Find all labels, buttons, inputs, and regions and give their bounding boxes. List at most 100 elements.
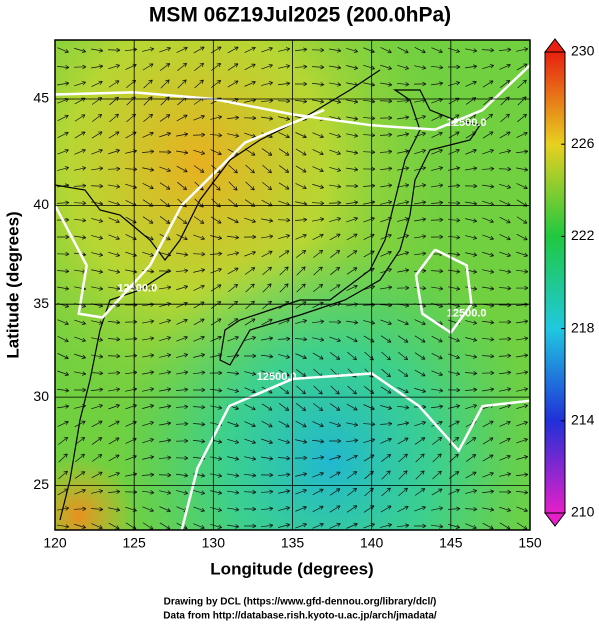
streamline-arrow	[380, 82, 393, 87]
streamline-arrow	[58, 453, 68, 463]
streamline-arrow	[209, 370, 223, 376]
streamline-arrow	[57, 148, 69, 155]
streamline-arrow	[447, 506, 461, 512]
streamline-arrow	[226, 371, 240, 376]
streamline-arrow	[261, 506, 274, 511]
streamline-arrow	[414, 437, 426, 445]
streamline-arrow	[431, 524, 444, 529]
streamline-arrow	[74, 47, 86, 53]
colorbar-extend	[543, 512, 567, 527]
streamline-arrow	[159, 114, 171, 122]
streamline-arrow	[431, 506, 444, 511]
streamline-arrow	[176, 114, 188, 122]
streamline-arrow	[464, 183, 478, 189]
streamline-arrow	[261, 420, 273, 428]
streamline-arrow	[397, 387, 409, 394]
streamline-arrow	[345, 183, 359, 189]
streamline-arrow	[277, 472, 291, 477]
streamline-arrow	[159, 132, 171, 138]
streamline-arrow	[363, 454, 375, 462]
streamline-arrow	[142, 455, 155, 460]
streamline-arrow	[516, 387, 529, 392]
streamline-arrow	[193, 268, 206, 273]
streamline-arrow	[176, 318, 188, 325]
streamline-arrow	[500, 79, 511, 88]
streamline-arrow	[516, 47, 529, 52]
streamline-arrow	[414, 319, 426, 326]
streamline-arrow	[57, 286, 70, 291]
streamline-arrow	[447, 218, 461, 223]
streamline-arrow	[346, 200, 359, 205]
streamline-arrow	[397, 200, 410, 205]
streamline-arrow	[517, 113, 527, 123]
streamline-arrow	[346, 116, 359, 121]
streamline-arrow	[108, 64, 120, 70]
streamline-arrow	[431, 131, 443, 138]
streamline-arrow	[261, 116, 274, 121]
streamline-arrow	[329, 217, 342, 223]
streamline-arrow	[517, 79, 527, 89]
streamline-arrow	[346, 438, 359, 443]
streamline-arrow	[430, 234, 444, 240]
streamline-arrow	[396, 285, 410, 291]
streamline-arrow	[210, 405, 223, 410]
streamline-arrow	[278, 523, 291, 528]
streamline-arrow	[210, 388, 223, 393]
streamline-arrow	[430, 200, 444, 205]
streamline-arrow	[330, 385, 340, 395]
x-tick-label: 125	[122, 535, 146, 551]
streamline-arrow	[210, 507, 223, 512]
streamline-arrow	[448, 47, 460, 53]
streamline-arrow	[498, 286, 512, 291]
streamline-arrow	[142, 63, 154, 71]
streamline-arrow	[159, 46, 171, 53]
streamline-arrow	[465, 235, 478, 240]
streamline-arrow	[107, 489, 121, 494]
streamline-arrow	[414, 65, 427, 70]
y-tick-label: 35	[33, 295, 49, 311]
streamline-arrow	[312, 132, 324, 139]
streamline-arrow	[329, 184, 342, 189]
streamline-arrow	[346, 167, 359, 172]
streamline-arrow	[431, 420, 443, 427]
streamline-arrow	[209, 251, 223, 256]
streamline-arrow	[159, 404, 172, 409]
streamline-arrow	[158, 268, 172, 274]
streamline-arrow	[346, 522, 358, 529]
streamline-arrow	[159, 252, 172, 257]
streamline-arrow	[379, 115, 393, 121]
streamline-arrow	[482, 286, 495, 291]
streamline-arrow	[108, 184, 121, 189]
streamline-arrow	[483, 113, 493, 123]
streamline-arrow	[277, 98, 291, 104]
streamline-arrow	[447, 200, 461, 206]
streamline-arrow	[498, 353, 512, 359]
streamline-arrow	[176, 46, 188, 53]
streamline-arrow	[312, 183, 324, 189]
streamline-arrow	[142, 319, 155, 324]
streamline-arrow	[57, 506, 70, 511]
streamline-arrow	[346, 82, 359, 87]
streamline-arrow	[227, 421, 239, 427]
streamline-arrow	[261, 403, 273, 411]
streamline-arrow	[397, 64, 410, 70]
streamline-arrow	[227, 473, 240, 478]
streamline-arrow	[380, 319, 392, 325]
footer-line: Data from http://database.rish.kyoto-u.a…	[163, 611, 437, 622]
streamline-arrow	[91, 437, 103, 445]
streamline-arrow	[448, 488, 460, 495]
streamline-arrow	[278, 438, 290, 444]
streamline-arrow	[328, 438, 342, 444]
streamline-arrow	[91, 523, 103, 530]
streamline-arrow	[330, 249, 341, 258]
streamline-arrow	[312, 166, 324, 173]
streamline-arrow	[465, 320, 478, 325]
streamline-arrow	[108, 269, 121, 274]
streamline-arrow	[278, 420, 290, 428]
streamline-arrow	[261, 218, 274, 223]
streamline-arrow	[278, 369, 290, 377]
y-tick-label: 40	[33, 196, 49, 212]
streamline-arrow	[278, 182, 290, 190]
streamline-arrow	[465, 286, 478, 291]
streamline-arrow	[177, 62, 188, 72]
